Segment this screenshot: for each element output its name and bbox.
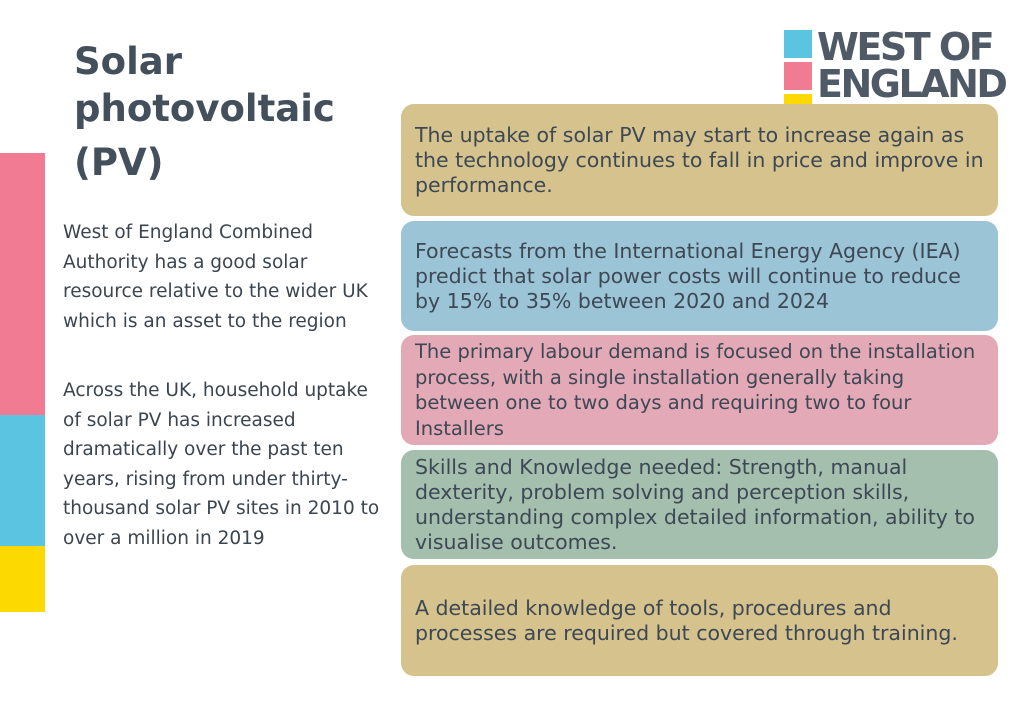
info-card-knowledge: A detailed knowledge of tools, procedure…: [401, 565, 998, 676]
logo-square-yellow: [784, 94, 812, 104]
page-title: Solar photovoltaic (PV): [74, 38, 335, 186]
info-card-text: The primary labour demand is focused on …: [415, 340, 976, 440]
logo-square-blue: [784, 30, 812, 58]
info-card-skills: Skills and Knowledge needed: Strength, m…: [401, 450, 998, 559]
info-card-text: The uptake of solar PV may start to incr…: [415, 122, 984, 197]
title-line-1: Solar: [74, 40, 182, 83]
info-card-text: A detailed knowledge of tools, procedure…: [415, 595, 958, 645]
logo-text-line-1: WEST OF: [817, 25, 995, 69]
west-of-england-logo: WEST OF ENGLAND: [784, 25, 1008, 104]
info-card-forecast: Forecasts from the International Energy …: [401, 221, 998, 331]
intro-paragraph: West of England Combined Authority has a…: [63, 222, 368, 332]
info-card-labour-demand: The primary labour demand is focused on …: [401, 335, 998, 445]
uk-uptake-paragraph: Across the UK, household uptake of solar…: [63, 380, 380, 549]
title-line-3: (PV): [74, 141, 164, 184]
logo-square-pink: [784, 62, 812, 90]
info-card-uptake: The uptake of solar PV may start to incr…: [401, 104, 998, 216]
info-card-text: Skills and Knowledge needed: Strength, m…: [415, 454, 975, 554]
logo-text-line-2: ENGLAND: [817, 62, 1008, 106]
side-bar-blue: [0, 415, 45, 546]
side-bar-yellow: [0, 546, 45, 612]
side-bar-pink: [0, 153, 45, 415]
title-line-2: photovoltaic: [74, 87, 335, 130]
info-card-text: Forecasts from the International Energy …: [415, 238, 961, 313]
